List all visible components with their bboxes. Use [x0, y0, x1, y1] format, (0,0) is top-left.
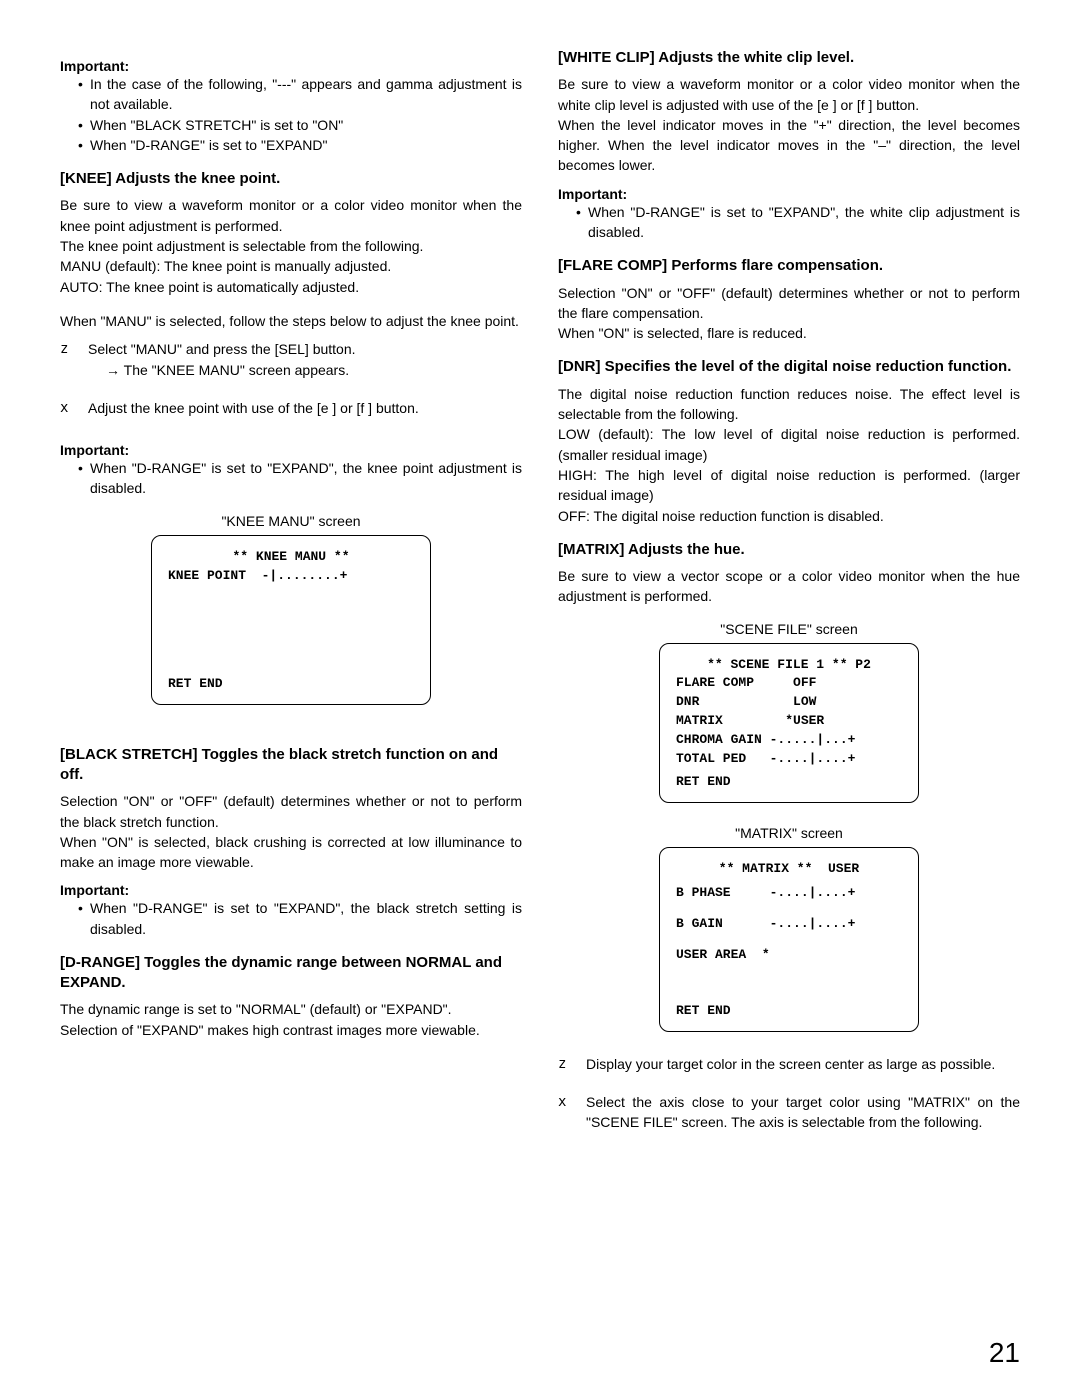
drange-heading: [D-RANGE] Toggles the dynamic range betw…: [60, 953, 522, 994]
matrix-step-1: z Display your target color in the scree…: [558, 1054, 1020, 1074]
step-number: x: [558, 1092, 566, 1112]
bullet-item: When "D-RANGE" is set to "EXPAND", the k…: [78, 458, 522, 499]
knee-para: The knee point adjustment is selectable …: [60, 236, 522, 256]
step-text: Select "MANU" and press the [SEL] button…: [88, 341, 356, 357]
right-column: [WHITE CLIP] Adjusts the white clip leve…: [558, 48, 1020, 1133]
important-list: When "D-RANGE" is set to "EXPAND", the w…: [558, 202, 1020, 243]
scene-screen-box: ** SCENE FILE 1 ** P2 FLARE COMP OFF DNR…: [659, 643, 919, 803]
screen-line: B GAIN -....|....+: [676, 915, 902, 934]
left-column: Important: In the case of the following,…: [60, 48, 522, 1133]
flare-para: Selection "ON" or "OFF" (default) determ…: [558, 283, 1020, 324]
important-list: In the case of the following, "---" appe…: [60, 74, 522, 155]
dnr-para: HIGH: The high level of digital noise re…: [558, 465, 1020, 506]
screen-footer: RET END: [676, 1002, 902, 1021]
screen-title: ** KNEE MANU **: [168, 548, 414, 567]
matrix-screen-caption: "MATRIX" screen: [558, 825, 1020, 841]
knee-step-2: x Adjust the knee point with use of the …: [60, 398, 522, 418]
important-label: Important:: [60, 442, 522, 458]
step-number: x: [60, 398, 68, 418]
bullet-item: In the case of the following, "---" appe…: [78, 74, 522, 115]
blackstretch-heading: [BLACK STRETCH] Toggles the black stretc…: [60, 745, 522, 786]
drange-para: The dynamic range is set to "NORMAL" (de…: [60, 999, 522, 1019]
dnr-para: LOW (default): The low level of digital …: [558, 424, 1020, 465]
flare-heading: [FLARE COMP] Performs flare compensation…: [558, 256, 1020, 276]
matrix-screen-box: ** MATRIX ** USER B PHASE -....|....+ B …: [659, 847, 919, 1032]
important-label: Important:: [558, 186, 1020, 202]
knee-para: AUTO: The knee point is automatically ad…: [60, 277, 522, 297]
flare-para: When "ON" is selected, flare is reduced.: [558, 323, 1020, 343]
screen-footer: RET END: [676, 773, 902, 792]
dnr-para: The digital noise reduction function red…: [558, 384, 1020, 425]
whiteclip-para: When the level indicator moves in the "+…: [558, 115, 1020, 176]
blackstretch-para: Selection "ON" or "OFF" (default) determ…: [60, 791, 522, 832]
step-text: Display your target color in the screen …: [586, 1056, 995, 1072]
step-text: Adjust the knee point with use of the [e…: [88, 400, 419, 416]
bullet-item: When "D-RANGE" is set to "EXPAND", the w…: [576, 202, 1020, 243]
matrix-heading: [MATRIX] Adjusts the hue.: [558, 540, 1020, 560]
bullet-item: When "BLACK STRETCH" is set to "ON": [78, 115, 522, 135]
whiteclip-para: Be sure to view a waveform monitor or a …: [558, 74, 1020, 115]
drange-para: Selection of "EXPAND" makes high contras…: [60, 1020, 522, 1040]
screen-line: B PHASE -....|....+: [676, 884, 902, 903]
knee-para: When "MANU" is selected, follow the step…: [60, 311, 522, 331]
screen-footer: RET END: [168, 675, 414, 694]
bullet-item: When "D-RANGE" is set to "EXPAND", the b…: [78, 898, 522, 939]
screen-line: USER AREA *: [676, 946, 902, 965]
screen-line: TOTAL PED -....|....+: [676, 750, 902, 769]
dnr-para: OFF: The digital noise reduction functio…: [558, 506, 1020, 526]
page-number: 21: [989, 1337, 1020, 1369]
knee-screen-caption: "KNEE MANU" screen: [60, 513, 522, 529]
important-list: When "D-RANGE" is set to "EXPAND", the k…: [60, 458, 522, 499]
important-list: When "D-RANGE" is set to "EXPAND", the b…: [60, 898, 522, 939]
knee-para: Be sure to view a waveform monitor or a …: [60, 195, 522, 236]
step-number: z: [558, 1054, 566, 1074]
scene-screen-caption: "SCENE FILE" screen: [558, 621, 1020, 637]
step-result: → The "KNEE MANU" screen appears.: [88, 360, 522, 380]
knee-heading: [KNEE] Adjusts the knee point.: [60, 169, 522, 189]
dnr-heading: [DNR] Specifies the level of the digital…: [558, 357, 1020, 377]
important-label: Important:: [60, 58, 522, 74]
screen-line: CHROMA GAIN -.....|...+: [676, 731, 902, 750]
bullet-item: When "D-RANGE" is set to "EXPAND": [78, 135, 522, 155]
matrix-para: Be sure to view a vector scope or a colo…: [558, 566, 1020, 607]
knee-step-1: z Select "MANU" and press the [SEL] butt…: [60, 339, 522, 380]
screen-title: ** MATRIX ** USER: [676, 860, 902, 879]
screen-line: KNEE POINT -|........+: [168, 567, 414, 586]
important-label: Important:: [60, 882, 522, 898]
step-number: z: [60, 339, 68, 359]
screen-line: FLARE COMP OFF: [676, 674, 902, 693]
screen-line: DNR LOW: [676, 693, 902, 712]
knee-screen-box: ** KNEE MANU ** KNEE POINT -|........+ R…: [151, 535, 431, 705]
screen-line: MATRIX *USER: [676, 712, 902, 731]
screen-title: ** SCENE FILE 1 ** P2: [676, 656, 902, 675]
matrix-step-2: x Select the axis close to your target c…: [558, 1092, 1020, 1133]
blackstretch-para: When "ON" is selected, black crushing is…: [60, 832, 522, 873]
whiteclip-heading: [WHITE CLIP] Adjusts the white clip leve…: [558, 48, 1020, 68]
step-text: Select the axis close to your target col…: [586, 1094, 1020, 1130]
knee-para: MANU (default): The knee point is manual…: [60, 256, 522, 276]
